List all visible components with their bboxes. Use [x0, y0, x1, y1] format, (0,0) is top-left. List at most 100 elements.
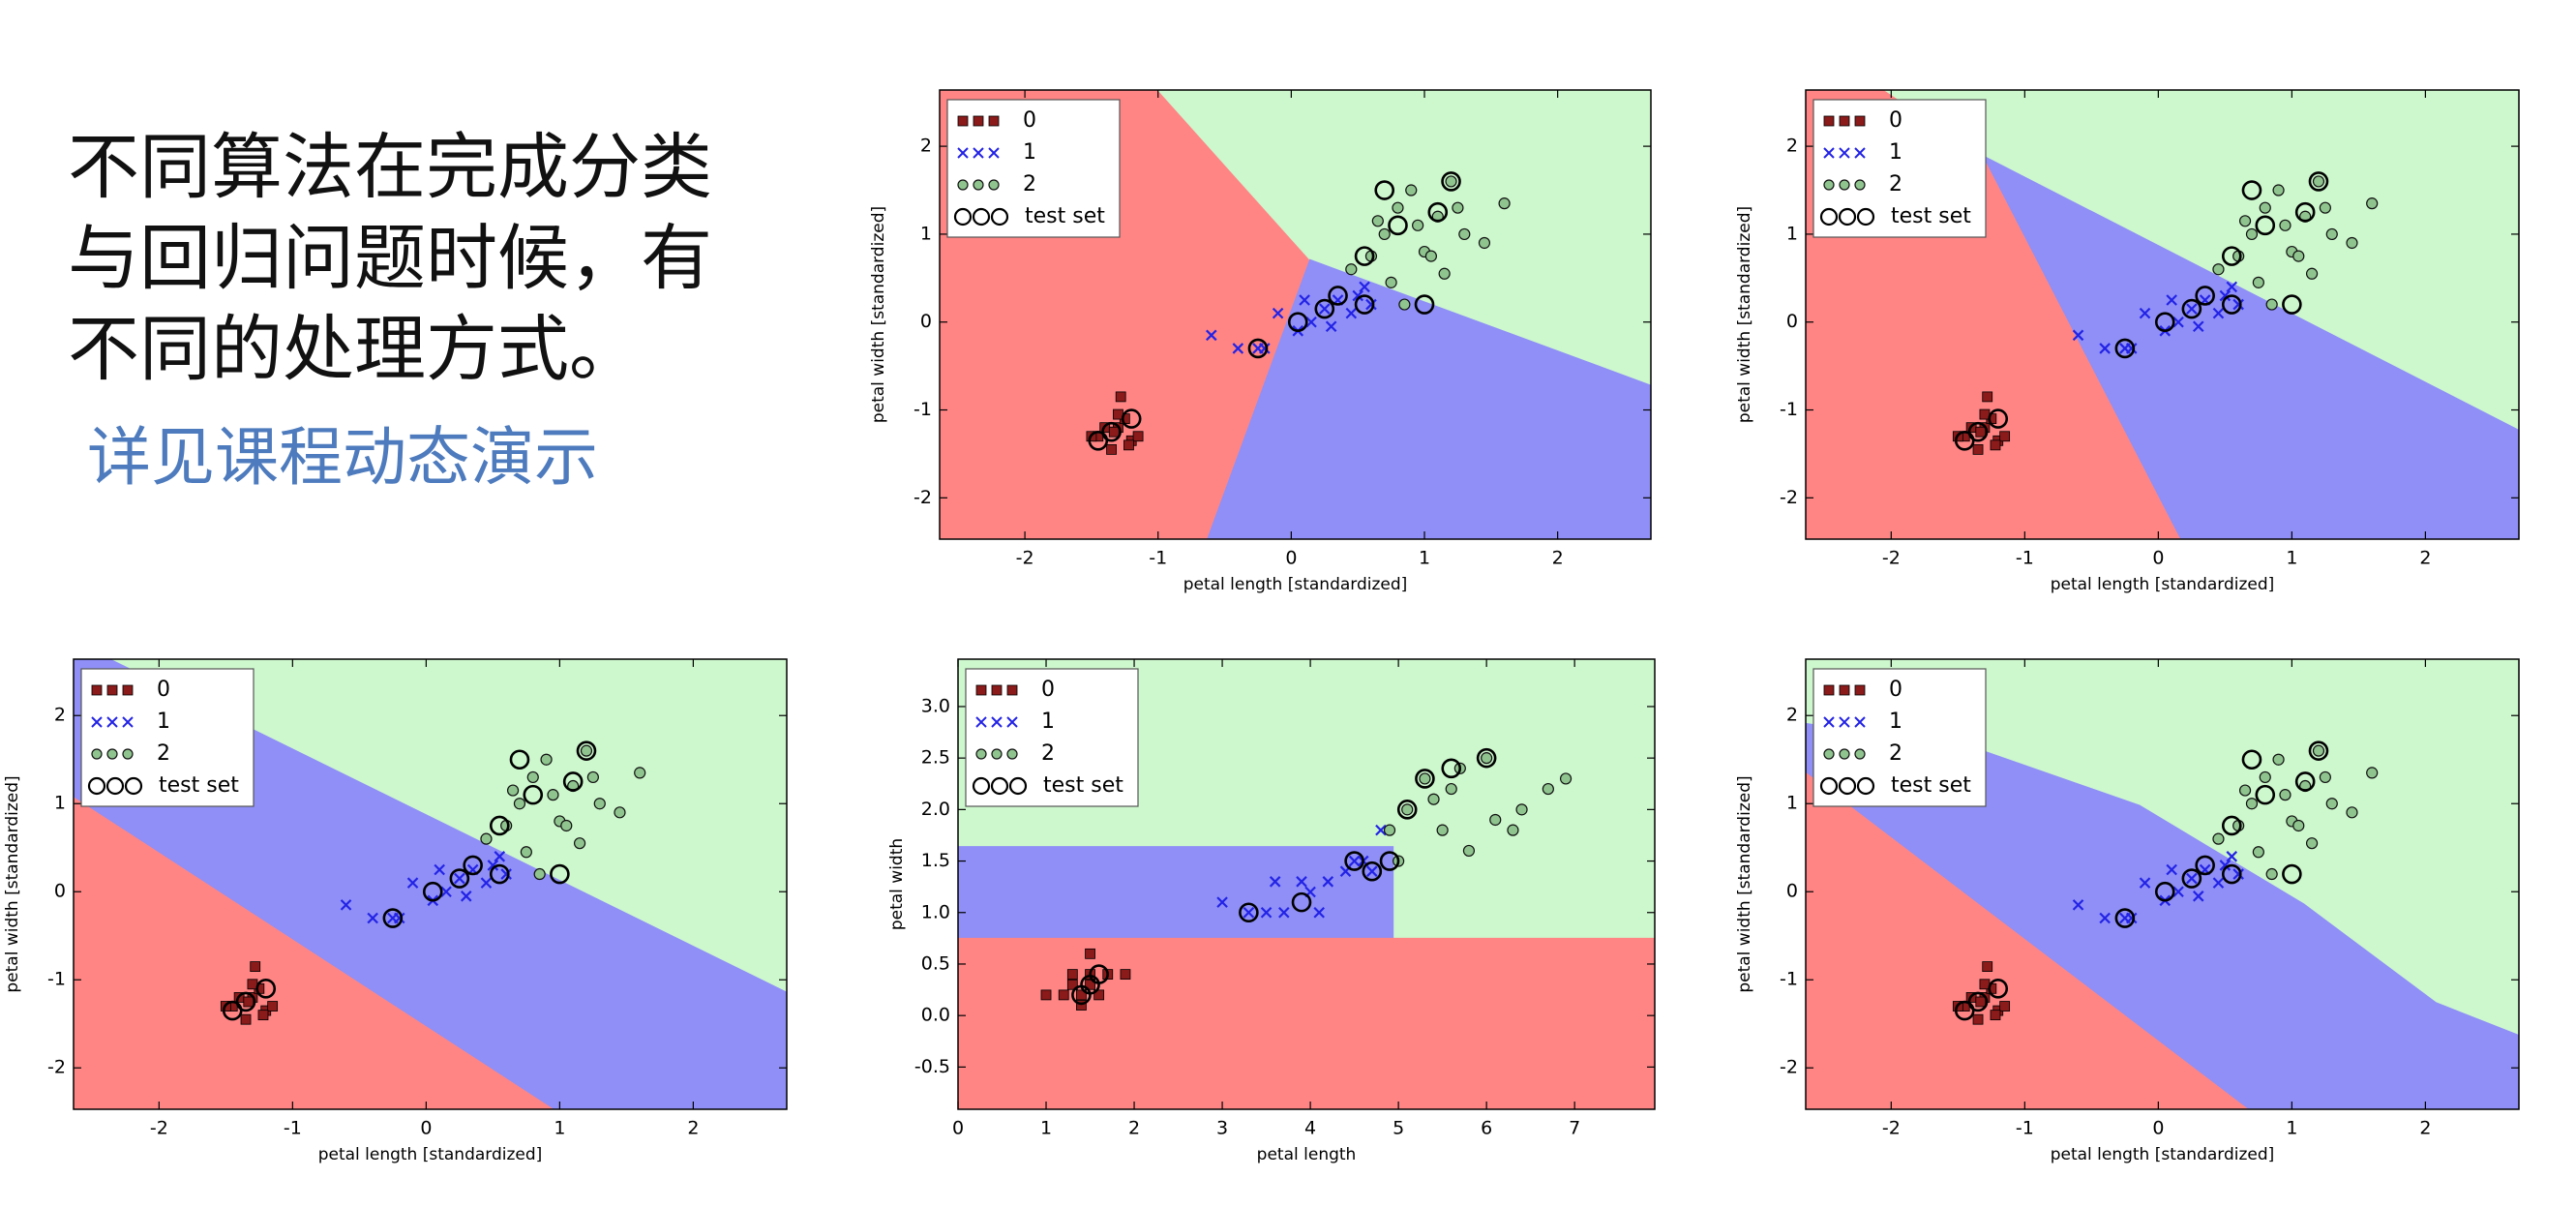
x-tick-label: -1	[2016, 1118, 2034, 1139]
legend-marker	[991, 716, 1003, 728]
point	[1232, 343, 1244, 354]
point	[1379, 851, 1400, 871]
point	[2221, 815, 2242, 836]
point	[2232, 868, 2244, 880]
point	[2166, 294, 2177, 306]
point	[1427, 201, 1449, 223]
legend-marker	[106, 684, 118, 696]
y-tick-label: 1	[920, 223, 932, 244]
point	[449, 868, 470, 889]
point	[1206, 329, 1217, 342]
y-tick-label: 2.0	[921, 799, 950, 820]
legend-label: 2	[157, 741, 170, 766]
legend-marker	[1839, 115, 1850, 127]
point	[480, 877, 493, 889]
point	[526, 770, 539, 784]
y-tick-label: -1	[1780, 399, 1798, 420]
legend-marker	[1839, 179, 1850, 191]
point	[1319, 303, 1331, 315]
point	[2221, 294, 2242, 315]
legend-marker	[990, 776, 1009, 796]
point	[222, 1000, 243, 1021]
point	[1113, 408, 1123, 420]
x-tick-label: 4	[1304, 1118, 1316, 1139]
x-tick-label: -1	[284, 1118, 302, 1139]
point	[500, 868, 512, 880]
point	[422, 881, 443, 902]
point	[2195, 286, 2215, 306]
point	[573, 837, 586, 850]
legend-marker	[973, 115, 984, 127]
legend-label: 0	[157, 678, 170, 702]
legend-marker	[975, 716, 987, 728]
legend-marker	[972, 776, 991, 796]
legend-marker	[988, 179, 1000, 191]
point	[2279, 219, 2291, 231]
point	[1972, 443, 1984, 455]
point	[1085, 948, 1095, 959]
point	[1132, 431, 1144, 442]
point	[1120, 969, 1131, 981]
legend-marker	[122, 716, 134, 728]
point	[634, 767, 646, 779]
point	[2186, 872, 2198, 885]
point	[1398, 298, 1411, 311]
point	[1216, 896, 1228, 908]
legend-marker	[975, 684, 987, 696]
decision-region	[1207, 258, 1651, 539]
legend-marker	[1854, 716, 1866, 728]
legend-label: test set	[1891, 204, 1971, 228]
point	[247, 979, 258, 990]
legend-marker	[973, 147, 984, 159]
point	[1243, 906, 1255, 919]
point	[509, 749, 530, 770]
point	[533, 867, 546, 881]
point	[1359, 281, 1370, 293]
legend-marker	[1823, 748, 1835, 760]
point	[440, 886, 452, 898]
y-tick-label: -2	[914, 487, 932, 508]
point	[1344, 851, 1364, 871]
point	[1313, 906, 1325, 919]
x-tick-label: 2	[1128, 1118, 1140, 1139]
x-tick-label: -2	[1882, 548, 1901, 569]
point	[2325, 798, 2338, 810]
point	[257, 1010, 269, 1021]
legend-marker	[957, 147, 969, 159]
point	[1365, 298, 1377, 311]
point	[586, 770, 599, 784]
point	[1378, 227, 1391, 241]
legend-marker	[975, 748, 987, 760]
decision-region	[1157, 90, 1651, 386]
point	[1979, 979, 1991, 990]
point	[614, 806, 626, 819]
slide-title-line: 不同算法在完成分类	[68, 126, 712, 209]
point	[1348, 855, 1361, 867]
point	[1982, 391, 1993, 403]
point	[1988, 979, 2009, 999]
y-axis-label: petal width [standardized]	[1735, 775, 1754, 992]
x-tick-label: 1	[1040, 1118, 1052, 1139]
point	[2294, 771, 2316, 792]
point	[1396, 800, 1418, 820]
point	[560, 819, 573, 832]
x-axis-label: petal length [standardized]	[2051, 1145, 2275, 1164]
x-tick-label: 6	[1481, 1118, 1492, 1139]
point	[2186, 303, 2198, 315]
legend-marker	[1006, 684, 1018, 696]
legend-label: test set	[1891, 773, 1971, 798]
y-tick-label: -2	[1780, 487, 1798, 508]
slide-title-line: 不同的处理方式。	[68, 308, 641, 391]
legend-marker	[1854, 179, 1866, 191]
legend-marker	[1838, 776, 1857, 796]
point	[540, 753, 553, 766]
point	[1239, 902, 1259, 923]
x-tick-label: 0	[2152, 1118, 2164, 1139]
y-tick-label: -2	[1780, 1057, 1798, 1078]
y-tick-label: -1	[914, 399, 932, 420]
y-axis-label: petal width [standardized]	[3, 775, 22, 992]
point	[1076, 1000, 1087, 1011]
point	[1405, 184, 1418, 196]
y-tick-label: -2	[47, 1057, 66, 1078]
point	[1507, 824, 1519, 836]
